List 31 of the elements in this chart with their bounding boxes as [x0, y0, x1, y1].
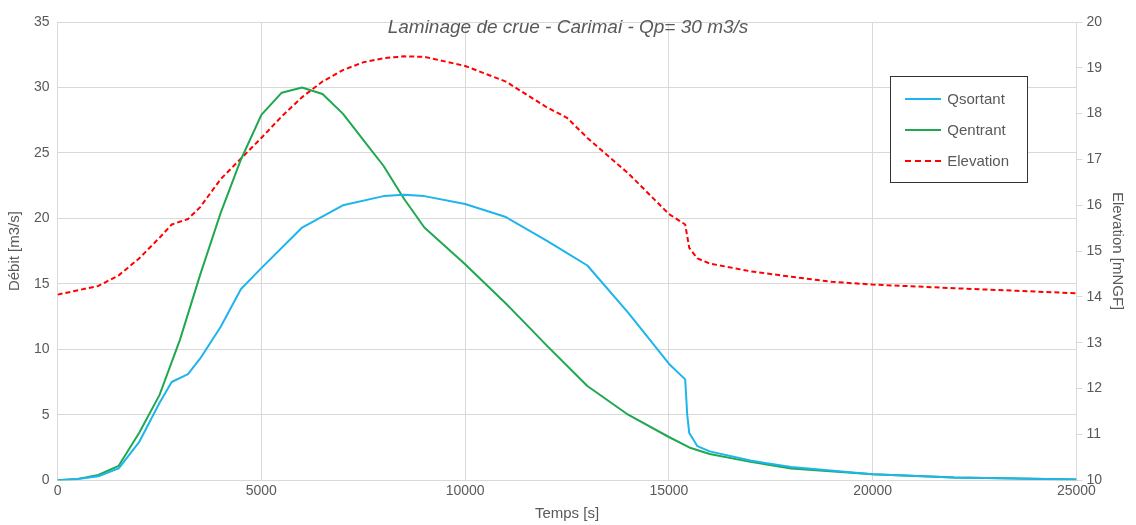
- x-axis-title: Temps [s]: [534, 504, 600, 522]
- legend-label: Qsortant: [947, 90, 1005, 107]
- legend-label: Elevation: [947, 152, 1009, 169]
- y2-tick-label: 16: [1086, 196, 1103, 213]
- x-tick-label: 0: [53, 482, 62, 499]
- y2-tick-label: 19: [1086, 58, 1103, 75]
- y2-axis-title: Elevation [mNGF]: [1109, 191, 1127, 311]
- y-tick-label: 5: [41, 405, 50, 422]
- y-tick-label: 0: [41, 471, 50, 488]
- x-tick-label: 15000: [649, 482, 689, 499]
- y-tick-label: 30: [33, 78, 50, 95]
- y2-tick-label: 12: [1086, 379, 1103, 396]
- y-tick-label: 15: [33, 274, 50, 291]
- y2-tick-label: 14: [1086, 287, 1103, 304]
- y-tick-label: 35: [33, 12, 50, 29]
- y2-tick-label: 18: [1086, 104, 1103, 121]
- y2-tick-label: 17: [1086, 150, 1103, 167]
- x-tick-label: 20000: [853, 482, 893, 499]
- y-tick-label: 20: [33, 209, 50, 226]
- y2-tick-label: 15: [1086, 241, 1103, 258]
- y2-tick-label: 20: [1086, 12, 1103, 29]
- y-axis-title: Débit [m3/s]: [5, 211, 23, 292]
- legend-label: Qentrant: [947, 121, 1006, 138]
- y2-tick-label: 13: [1086, 333, 1103, 350]
- y2-tick-label: 11: [1086, 425, 1102, 442]
- chart-title: Laminage de crue - Carimai - Qp= 30 m3/s: [387, 16, 749, 37]
- x-tick-label: 5000: [245, 482, 278, 499]
- line-series: [57, 55, 1077, 296]
- y-tick-label: 25: [33, 143, 50, 160]
- y-tick-label: 10: [33, 340, 50, 357]
- x-tick-label: 10000: [445, 482, 485, 499]
